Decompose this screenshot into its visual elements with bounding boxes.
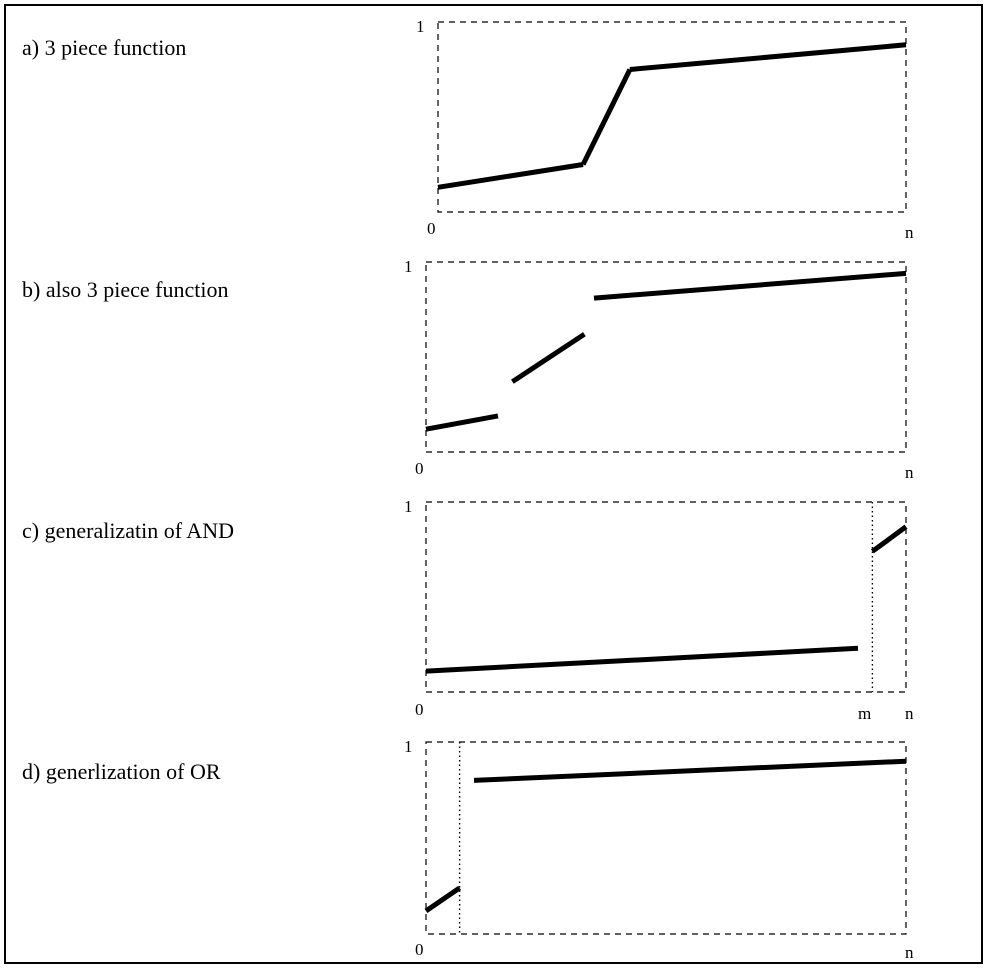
panel-c: c) generalizatin of AND 1 0 m n <box>22 497 914 723</box>
plot-frame <box>425 501 907 693</box>
function-segment <box>580 68 633 166</box>
x-label-n: n <box>905 463 914 482</box>
y-max-label: 1 <box>404 497 413 516</box>
x-label-zero: 0 <box>415 940 424 959</box>
x-label-zero: 0 <box>415 459 424 478</box>
y-max-label: 1 <box>416 17 425 36</box>
plot-frame <box>425 261 907 453</box>
x-label-zero: 0 <box>415 700 424 719</box>
plot-frame <box>437 21 907 213</box>
panel-caption: b) also 3 piece function <box>22 277 229 302</box>
x-label-n: n <box>905 704 914 723</box>
panel-a: a) 3 piece function 1 0 n <box>22 17 914 242</box>
panel-caption: d) generlization of OR <box>22 759 221 784</box>
function-segment <box>629 42 907 72</box>
function-segment <box>870 524 908 554</box>
x-label-n: n <box>905 943 914 962</box>
function-segment <box>425 645 859 674</box>
x-label-m: m <box>858 704 871 723</box>
x-label-zero: 0 <box>427 219 436 238</box>
panel-d: d) generlization of OR 1 0 n <box>22 737 914 962</box>
function-segment <box>511 332 586 384</box>
plot-frame <box>425 741 907 935</box>
y-max-label: 1 <box>404 257 413 276</box>
function-segment <box>593 270 907 301</box>
panel-b: b) also 3 piece function 1 0 n <box>22 257 914 482</box>
function-segment <box>473 758 907 783</box>
x-label-n: n <box>905 223 914 242</box>
figure-border <box>4 4 983 964</box>
function-segment <box>437 162 584 190</box>
panel-caption: c) generalizatin of AND <box>22 518 234 543</box>
y-max-label: 1 <box>404 737 413 756</box>
function-segment <box>425 413 499 432</box>
function-segment <box>424 885 462 914</box>
panel-caption: a) 3 piece function <box>22 35 186 60</box>
